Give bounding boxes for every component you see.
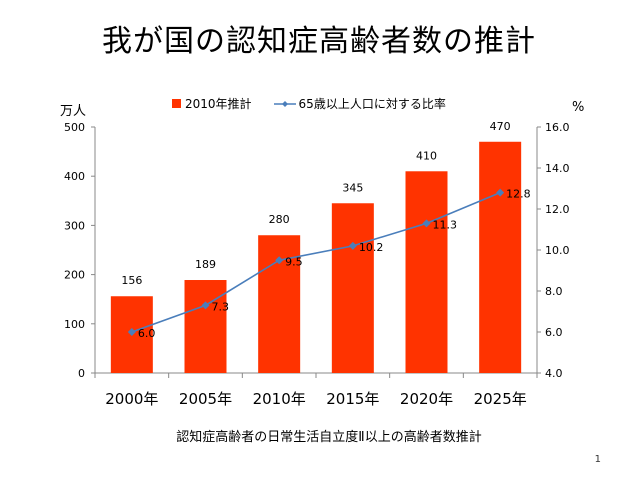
chart-caption-text: 認知症高齢者の日常生活自立度Ⅱ以上の高齢者数推計	[176, 430, 482, 445]
bar	[479, 141, 522, 373]
x-tick-label: 2015年	[326, 390, 379, 408]
bar-data-label: 470	[490, 120, 511, 133]
line-swatch-icon	[273, 100, 296, 107]
line-data-label: 12.8	[506, 188, 530, 201]
line-point	[496, 188, 505, 197]
right-tick-label: 12.0	[545, 203, 570, 216]
line-point	[348, 241, 357, 250]
line-point	[275, 256, 284, 265]
x-tick-label: 2000年	[105, 390, 158, 408]
line-data-label: 6.0	[138, 327, 156, 340]
bar	[405, 171, 448, 373]
page-title: 我が国の認知症高齢者数の推計	[102, 24, 536, 59]
bar-swatch-icon	[172, 99, 181, 108]
bar-data-label: 280	[269, 213, 290, 226]
line-data-label: 10.2	[359, 241, 384, 254]
line-point	[201, 301, 210, 310]
bar-data-label: 345	[342, 181, 363, 194]
legend-item-line: 65歳以上人口に対する比率	[273, 95, 446, 112]
left-tick-label: 100	[64, 318, 85, 331]
left-tick-label: 300	[64, 219, 85, 232]
right-tick-label: 4.0	[545, 367, 563, 380]
page-number: 1	[594, 454, 601, 465]
x-tick-label: 2005年	[179, 390, 232, 408]
right-tick-label: 16.0	[545, 121, 570, 134]
line-point	[127, 328, 136, 336]
chart-caption: 認知症高齢者の日常生活自立度Ⅱ以上の高齢者数推計	[0, 426, 638, 445]
chart-legend: 2010年推計 65歳以上人口に対する比率	[172, 95, 468, 112]
left-tick-label: 0	[78, 367, 85, 380]
legend-item-bars: 2010年推計	[172, 95, 252, 112]
right-axis-unit: %	[572, 100, 585, 115]
right-tick-label: 6.0	[545, 326, 563, 339]
left-axis-unit: 万人	[60, 104, 87, 119]
left-tick-label: 200	[64, 269, 85, 282]
bar-data-label: 156	[121, 274, 142, 287]
line-data-label: 11.3	[433, 218, 458, 231]
bar	[331, 203, 374, 373]
bar-data-label: 410	[416, 149, 437, 162]
right-tick-label: 8.0	[545, 285, 563, 298]
legend-label-line: 65歳以上人口に対する比率	[298, 97, 446, 111]
line-data-label: 7.3	[212, 300, 230, 313]
legend-label-bars: 2010年推計	[185, 97, 252, 111]
right-tick-label: 14.0	[545, 162, 570, 175]
bar	[184, 280, 227, 373]
line-data-label: 9.5	[285, 255, 303, 268]
x-tick-label: 2020年	[400, 390, 453, 408]
bar-data-label: 189	[195, 258, 216, 271]
x-tick-label: 2025年	[474, 390, 527, 408]
line-series	[131, 191, 501, 333]
left-tick-label: 500	[64, 121, 85, 134]
right-tick-label: 10.0	[545, 244, 570, 257]
line-point	[422, 219, 431, 228]
x-tick-label: 2010年	[253, 390, 306, 408]
left-tick-label: 400	[64, 170, 85, 183]
